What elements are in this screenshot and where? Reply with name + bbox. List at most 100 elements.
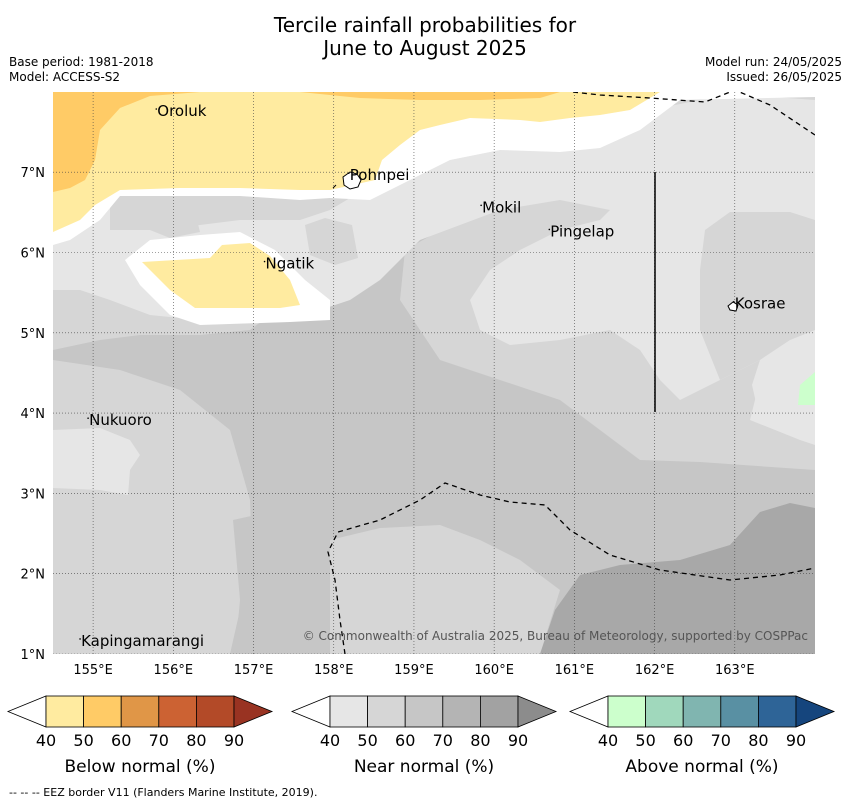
legend-tick-label: 70 bbox=[433, 731, 453, 750]
place-label: Kosrae bbox=[735, 295, 786, 313]
legends: 40 50 60 70 80 90 Below normal (%) 40 50 60 70 80 90… bbox=[6, 695, 836, 777]
near-normal-50-south bbox=[330, 525, 560, 654]
legend-swatch bbox=[645, 695, 684, 728]
pohnpei-island bbox=[342, 171, 362, 190]
near-normal-40-east-lobe bbox=[752, 330, 815, 438]
copyright-text: © Commonwealth of Australia 2025, Bureau… bbox=[303, 629, 808, 643]
legend-tick-label: 60 bbox=[395, 731, 415, 750]
legend-3: 40 50 60 70 80 90 Above normal (%) bbox=[568, 695, 836, 777]
issued-date: Issued: 26/05/2025 bbox=[726, 70, 842, 84]
place-marker bbox=[155, 108, 158, 110]
place-label: Pohnpei bbox=[350, 166, 410, 184]
lat-tick-label: 2°N bbox=[21, 568, 46, 583]
kosrae-island bbox=[727, 301, 739, 312]
place-label: Ngatik bbox=[266, 255, 315, 273]
place-label: Pingelap bbox=[550, 222, 614, 240]
near-normal-50-patch bbox=[145, 210, 200, 238]
near-normal-40-north bbox=[53, 96, 815, 400]
legend-tick-label: 60 bbox=[673, 731, 693, 750]
legend-extend-low bbox=[6, 695, 47, 728]
lon-tick-label: 155°E bbox=[73, 663, 113, 678]
place-marker bbox=[79, 638, 81, 640]
lat-tick-label: 6°N bbox=[21, 247, 46, 262]
legend-tick-label: 80 bbox=[748, 731, 768, 750]
legend-swatch bbox=[83, 695, 122, 728]
longitude-labels: 155°E 156°E 157°E 158°E 159°E 160°E 161°E 162°E… bbox=[73, 663, 754, 678]
legend-swatch bbox=[479, 695, 519, 728]
lon-tick-label: 163°E bbox=[715, 663, 755, 678]
near-normal-50-east bbox=[700, 212, 815, 380]
pohnpei-reef bbox=[332, 184, 337, 189]
base-period: Base period: 1981-2018 bbox=[9, 55, 154, 69]
legend-swatch bbox=[404, 695, 444, 728]
legend-title: Above normal (%) bbox=[625, 757, 778, 777]
place-marker bbox=[732, 300, 735, 303]
legend-tick-label: 90 bbox=[786, 731, 806, 750]
lon-tick-label: 159°E bbox=[394, 663, 434, 678]
model-info: Base period: 1981-2018 Model: ACCESS-S2 bbox=[9, 55, 154, 85]
legend-swatch bbox=[682, 695, 722, 728]
place-marker bbox=[548, 228, 551, 231]
near-normal-40-west bbox=[53, 428, 140, 495]
legend-extend-high bbox=[517, 695, 558, 728]
legend-swatch bbox=[607, 695, 646, 728]
latitude-labels: 1°N 2°N 3°N 4°N 5°N 6°N 7°N bbox=[21, 166, 46, 663]
legend-tick-label: 70 bbox=[149, 731, 169, 750]
lon-tick-label: 157°E bbox=[234, 663, 274, 678]
lat-tick-label: 7°N bbox=[21, 166, 46, 181]
place-marker bbox=[263, 260, 266, 263]
legend-swatch bbox=[120, 695, 160, 728]
lon-tick-label: 158°E bbox=[314, 663, 354, 678]
legend-tick-label: 90 bbox=[224, 731, 244, 750]
legend-1: 40 50 60 70 80 90 Below normal (%) bbox=[6, 695, 274, 777]
lon-tick-label: 161°E bbox=[555, 663, 595, 678]
legend-swatch bbox=[442, 695, 481, 728]
legend-title: Below normal (%) bbox=[65, 757, 216, 777]
legend-tick-label: 80 bbox=[470, 731, 490, 750]
eez-footnote: -- -- -- EEZ border V11 (Flanders Marine… bbox=[9, 786, 318, 799]
eez-border-north bbox=[572, 92, 815, 136]
near-normal-70-region bbox=[540, 503, 815, 654]
eez-border-south bbox=[327, 482, 815, 654]
legend-tick-label: 50 bbox=[73, 731, 93, 750]
legend-extend-high bbox=[795, 695, 836, 728]
below-normal-60-region bbox=[53, 92, 200, 192]
legend-extend-high bbox=[233, 695, 274, 728]
lon-tick-label: 162°E bbox=[635, 663, 675, 678]
model-run: Model run: 24/05/2025 bbox=[704, 55, 842, 69]
probability-field: Oroluk Pohnpei Mokil Pingelap Ngatik Kosrae Nu… bbox=[53, 92, 815, 654]
lat-tick-label: 1°N bbox=[21, 648, 46, 663]
legend-tick-label: 70 bbox=[711, 731, 731, 750]
lat-tick-label: 3°N bbox=[21, 487, 46, 502]
place-labels: Oroluk Pohnpei Mokil Pingelap Ngatik Kosrae Nu… bbox=[79, 102, 785, 650]
legend-tick-label: 50 bbox=[635, 731, 655, 750]
legend-swatch bbox=[158, 695, 197, 728]
legend-extend-low bbox=[290, 695, 331, 728]
legend-title: Near normal (%) bbox=[354, 757, 494, 777]
legend-swatch bbox=[329, 695, 368, 728]
legend-swatch bbox=[758, 695, 797, 728]
legend-extend-low bbox=[568, 695, 609, 728]
legend-tick-label: 50 bbox=[357, 731, 377, 750]
below-normal-60-north bbox=[300, 92, 560, 100]
legend-tick-label: 40 bbox=[36, 731, 56, 750]
legend-tick-label: 80 bbox=[186, 731, 206, 750]
place-marker bbox=[347, 172, 350, 175]
legend-swatch bbox=[720, 695, 759, 728]
legend-2: 40 50 60 70 80 90 Near normal (%) bbox=[290, 695, 558, 777]
lat-tick-label: 5°N bbox=[21, 327, 46, 342]
place-label: Kapingamarangi bbox=[81, 632, 204, 650]
title-line-1: Tercile rainfall probabilities for bbox=[273, 13, 577, 37]
below-normal-50-ngatik bbox=[142, 243, 300, 308]
lon-tick-label: 156°E bbox=[154, 663, 194, 678]
model-name: Model: ACCESS-S2 bbox=[9, 70, 121, 84]
place-marker bbox=[480, 204, 482, 207]
legend-swatch bbox=[45, 695, 84, 728]
legend-tick-label: 40 bbox=[598, 731, 618, 750]
title-line-2: June to August 2025 bbox=[323, 36, 527, 60]
place-label: Nukuoro bbox=[89, 411, 152, 429]
lat-tick-label: 4°N bbox=[21, 407, 46, 422]
place-label: Mokil bbox=[482, 198, 521, 216]
legend-swatch bbox=[367, 695, 406, 728]
